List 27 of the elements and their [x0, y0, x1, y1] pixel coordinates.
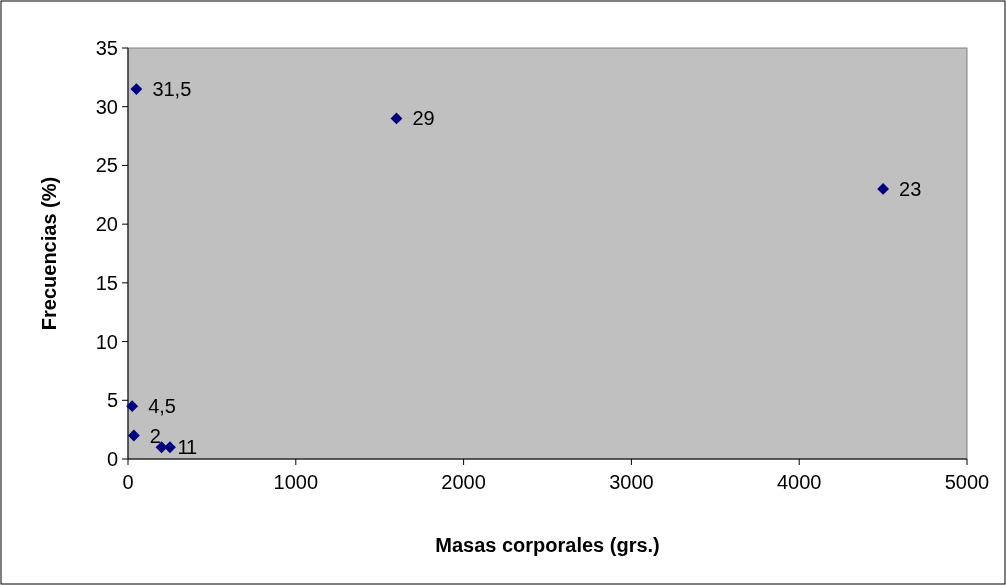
- y-tick-label: 35: [95, 37, 118, 59]
- x-tick-label: 0: [122, 471, 134, 493]
- x-tick-label: 3000: [609, 471, 654, 493]
- x-tick-label: 5000: [944, 471, 990, 493]
- y-tick-label: 15: [95, 271, 118, 294]
- y-tick-label: 5: [106, 389, 118, 412]
- point: [126, 400, 139, 413]
- y-tick-label: 0: [106, 448, 118, 470]
- y-tick-label: 10: [95, 330, 118, 353]
- x-tick-label: 4000: [776, 471, 822, 493]
- y-axis-title: Frecuencias (%): [38, 176, 60, 331]
- data-label: 31,5: [152, 78, 192, 101]
- data-label: 2: [149, 424, 161, 447]
- point: [164, 441, 176, 454]
- point: [877, 183, 890, 195]
- data-label: 1: [177, 436, 189, 459]
- point: [130, 83, 143, 96]
- y-tick-label: 25: [95, 154, 118, 177]
- y-tick-label: 30: [95, 95, 118, 118]
- data-label: 4,5: [148, 395, 177, 418]
- x-axis-title: Masas corporales (grs.): [435, 534, 660, 556]
- data-label: 29: [412, 107, 435, 130]
- data-label: 23: [899, 177, 922, 200]
- y-tick-label: 20: [95, 213, 118, 236]
- x-tick-label: 2000: [441, 471, 486, 493]
- point: [127, 429, 140, 442]
- x-tick-label: 1000: [273, 471, 319, 493]
